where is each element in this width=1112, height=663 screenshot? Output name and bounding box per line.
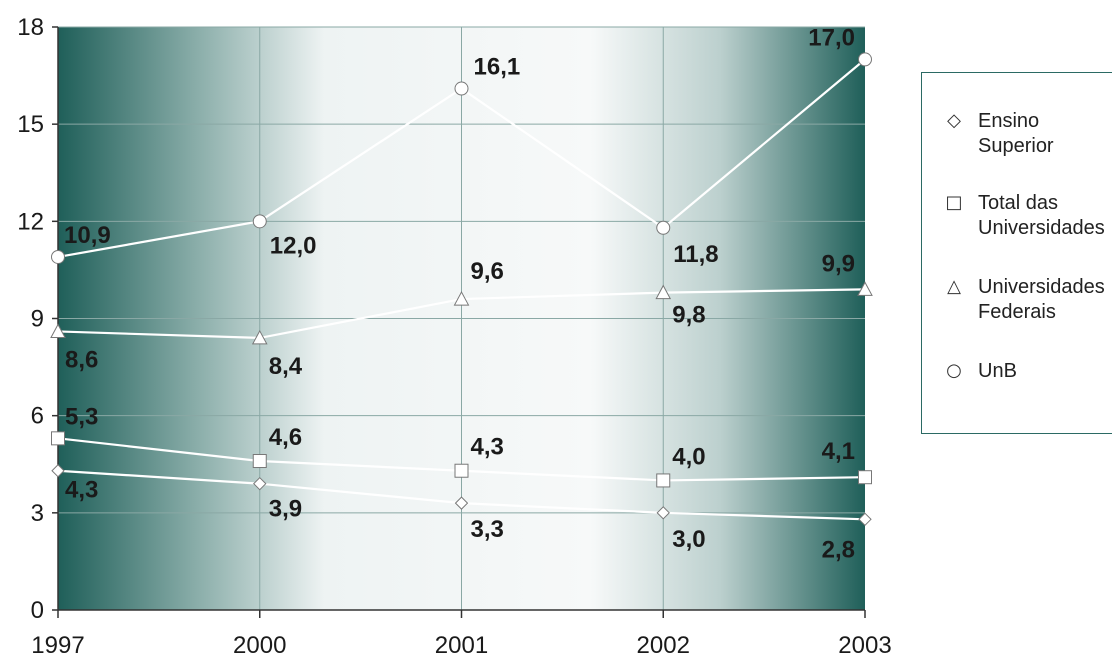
data-label: 3,3 [471,516,504,543]
data-point-circle [51,249,65,264]
data-point-square [51,431,65,446]
x-tick-label: 2002 [637,632,690,659]
axes: 0 3 6 9 12 15 18 1997 2000 2001 2002 2003 [17,14,891,659]
y-tick-label: 18 [17,14,44,41]
data-label: 17,0 [808,24,855,51]
data-point-triangle [50,323,66,338]
legend-label-line: Federais [978,301,1056,323]
data-point-triangle [857,281,873,296]
legend-label: Total das Universidades [978,191,1105,241]
x-tick-label: 2000 [233,632,286,659]
data-label: 8,4 [269,353,303,380]
x-tick-label: 1997 [31,632,84,659]
legend-item-total-universidades: □ Total das Universidades [922,191,1112,241]
legend-label-line: Superior [978,135,1054,157]
data-label: 5,3 [65,403,98,430]
legend-label-line: Ensino [978,110,1040,132]
data-point-circle [252,214,267,229]
y-tick-label: 12 [17,208,44,235]
data-label: 3,0 [672,526,705,553]
data-label: 10,9 [64,222,111,249]
legend-label-line: Total das [978,192,1059,214]
data-label: 11,8 [673,241,718,268]
data-point-diamond [656,506,670,520]
y-tick-label: 3 [31,500,44,527]
y-tick-label: 9 [31,306,44,333]
data-label: 3,9 [269,496,302,523]
legend: ◇ Ensino Superior □ Total das Universida… [921,72,1112,434]
data-label: 2,8 [822,536,855,563]
line-chart: 0 3 6 9 12 15 18 1997 2000 2001 2002 2003 4,3 3,9 3,3… [17,14,891,659]
data-label: 9,6 [471,258,504,285]
legend-item-ensino-superior: ◇ Ensino Superior [922,109,1112,159]
data-point-circle [656,220,671,235]
data-point-triangle [453,291,470,306]
legend-label: UnB [978,359,1017,384]
data-label: 4,3 [471,434,504,461]
data-label: 4,3 [65,477,98,504]
series-markers [50,52,873,527]
triangle-icon: △ [947,276,961,297]
legend-label-line: Universidades [978,217,1105,239]
data-point-diamond [858,512,872,527]
data-label: 4,6 [269,424,302,451]
legend-item-unb: ○ UnB [922,359,1112,384]
square-icon: □ [945,192,963,213]
data-point-triangle [655,284,672,300]
data-point-square [656,473,671,488]
data-point-triangle [251,329,268,345]
y-tick-label: 0 [31,597,44,624]
legend-label-line: Universidades [978,276,1105,298]
data-point-square [454,463,469,478]
data-point-circle [454,81,469,96]
data-point-circle [858,52,872,67]
data-labels: 4,3 3,9 3,3 3,0 2,8 5,3 4,6 4,3 4,0 4,1 8,6 8,4 9,6 9… [64,24,855,563]
y-tick-label: 6 [31,403,44,430]
x-tick-label: 2003 [838,632,891,659]
data-label: 16,1 [474,54,521,81]
legend-label: Universidades Federais [978,275,1105,325]
diamond-icon: ◇ [947,110,961,131]
data-point-diamond [253,476,267,491]
data-label: 9,8 [672,302,705,329]
x-tick-label: 2001 [435,632,488,659]
legend-label: Ensino Superior [978,109,1054,159]
data-point-diamond [51,464,65,478]
data-point-diamond [454,496,469,510]
data-label: 4,1 [822,438,855,465]
data-point-square [252,454,267,469]
legend-label-line: UnB [978,360,1017,382]
gridlines [58,26,865,610]
y-tick-label: 15 [17,111,44,138]
data-label: 12,0 [270,232,317,259]
data-label: 4,0 [672,443,705,470]
legend-item-universidades-federais: △ Universidades Federais [922,275,1112,325]
circle-icon: ○ [946,360,962,381]
data-label: 9,9 [822,250,855,277]
data-point-square [858,470,872,485]
data-label: 8,6 [65,346,98,373]
